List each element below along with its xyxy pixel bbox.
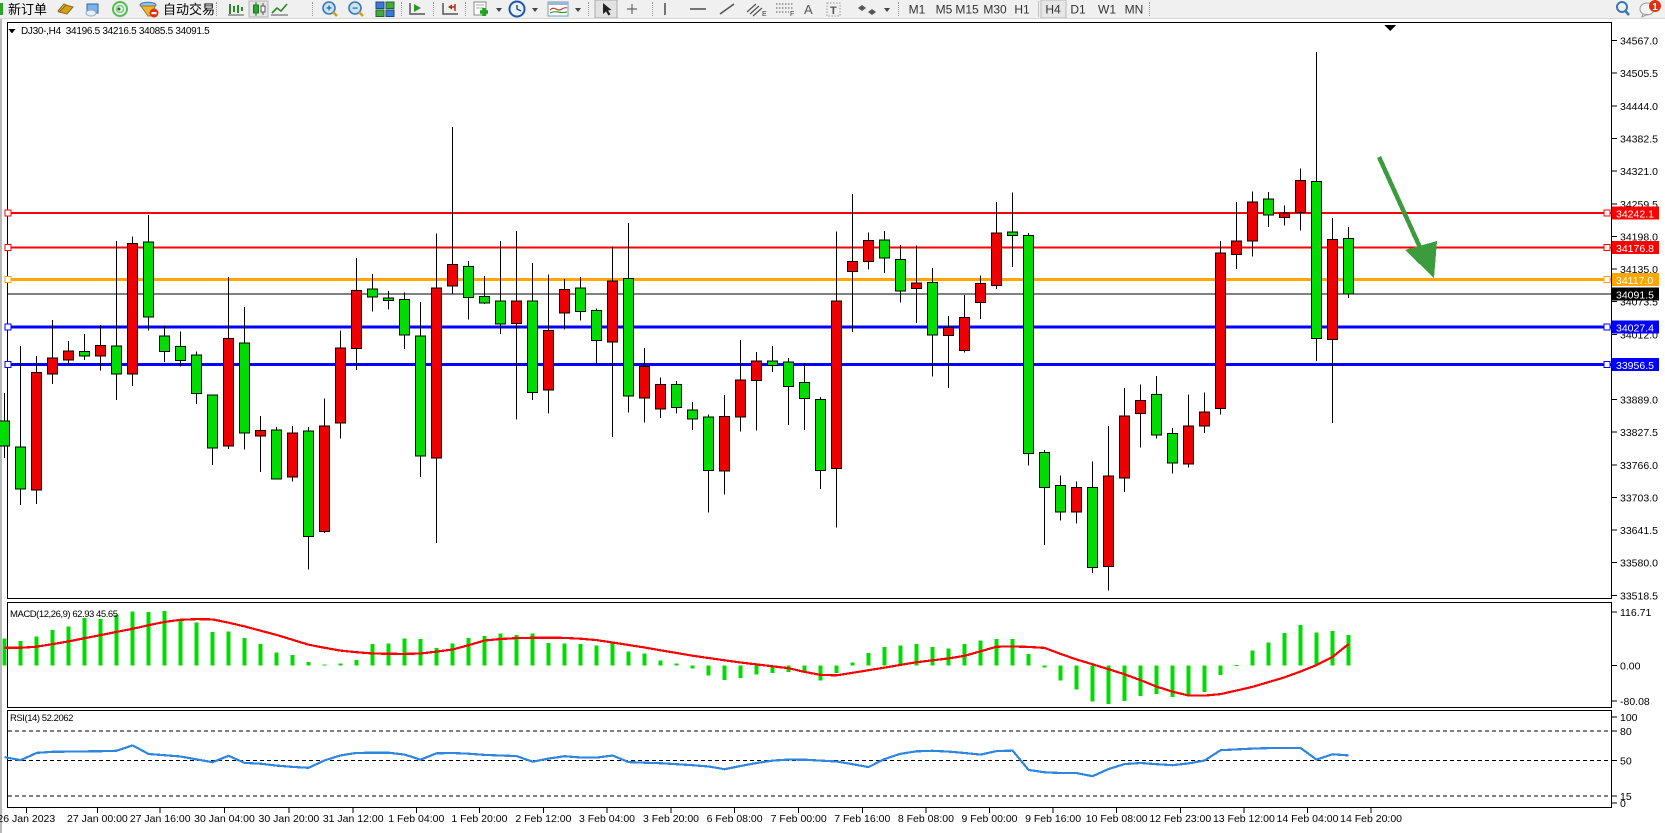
- svg-text:M30: M30: [983, 3, 1007, 17]
- svg-text:100: 100: [1620, 712, 1638, 724]
- svg-text:M1: M1: [909, 3, 926, 17]
- svg-text:0: 0: [1620, 798, 1626, 810]
- svg-text:1: 1: [1652, 2, 1658, 13]
- svg-text:2 Feb 12:00: 2 Feb 12:00: [515, 813, 571, 825]
- svg-text:34091.5: 34091.5: [1616, 290, 1654, 302]
- svg-text:14 Feb 20:00: 14 Feb 20:00: [1340, 813, 1402, 825]
- svg-text:3 Feb 04:00: 3 Feb 04:00: [579, 813, 635, 825]
- svg-text:DJ30-,H4 34196.5 34216.5 3408: DJ30-,H4 34196.5 34216.5 34085.5 34091.5: [21, 26, 210, 37]
- svg-text:15: 15: [1620, 791, 1632, 803]
- svg-text:−: −: [352, 4, 358, 15]
- svg-text:33889.0: 33889.0: [1620, 395, 1658, 407]
- svg-text:H1: H1: [1014, 3, 1030, 17]
- svg-text:34198.0: 34198.0: [1620, 231, 1658, 243]
- svg-text:D1: D1: [1070, 3, 1086, 17]
- svg-text:33518.5: 33518.5: [1620, 590, 1658, 602]
- svg-text:新订单: 新订单: [8, 2, 47, 17]
- svg-text:34444.0: 34444.0: [1620, 101, 1658, 113]
- svg-text:MACD(12,26,9) 62.93 45.65: MACD(12,26,9) 62.93 45.65: [10, 609, 118, 620]
- svg-text:34027.4: 34027.4: [1616, 323, 1654, 335]
- svg-text:9 Feb 16:00: 9 Feb 16:00: [1025, 813, 1081, 825]
- svg-text:14 Feb 04:00: 14 Feb 04:00: [1277, 813, 1339, 825]
- svg-text:31 Jan 12:00: 31 Jan 12:00: [323, 813, 384, 825]
- svg-text:34321.0: 34321.0: [1620, 166, 1658, 178]
- svg-text:A: A: [804, 2, 813, 17]
- svg-text:34382.5: 34382.5: [1620, 134, 1658, 146]
- svg-text:7 Feb 00:00: 7 Feb 00:00: [771, 813, 827, 825]
- svg-text:80: 80: [1620, 726, 1632, 738]
- svg-text:50: 50: [1620, 756, 1632, 768]
- svg-text:33956.5: 33956.5: [1616, 360, 1654, 372]
- svg-text:-80.08: -80.08: [1620, 696, 1650, 708]
- svg-text:33580.0: 33580.0: [1620, 558, 1658, 570]
- svg-text:1 Feb 04:00: 1 Feb 04:00: [388, 813, 444, 825]
- svg-text:12 Feb 23:00: 12 Feb 23:00: [1149, 813, 1211, 825]
- svg-text:H4: H4: [1045, 3, 1061, 17]
- svg-text:9 Feb 00:00: 9 Feb 00:00: [961, 813, 1017, 825]
- svg-text:0.00: 0.00: [1620, 661, 1641, 673]
- svg-text:26 Jan 2023: 26 Jan 2023: [0, 813, 55, 825]
- svg-text:6 Feb 08:00: 6 Feb 08:00: [707, 813, 763, 825]
- svg-text:1 Feb 20:00: 1 Feb 20:00: [451, 813, 507, 825]
- svg-text:33703.0: 33703.0: [1620, 492, 1658, 504]
- svg-text:3 Feb 20:00: 3 Feb 20:00: [643, 813, 699, 825]
- svg-text:T: T: [830, 5, 837, 17]
- svg-text:116.71: 116.71: [1620, 607, 1651, 619]
- svg-text:MN: MN: [1125, 3, 1144, 17]
- svg-text:34176.8: 34176.8: [1616, 243, 1654, 255]
- svg-text:34242.1: 34242.1: [1616, 209, 1654, 221]
- svg-text:33766.0: 33766.0: [1620, 460, 1658, 472]
- svg-text:W1: W1: [1098, 3, 1116, 17]
- svg-text:33827.5: 33827.5: [1620, 427, 1658, 439]
- svg-text:34567.0: 34567.0: [1620, 36, 1658, 48]
- svg-text:M5: M5: [936, 3, 953, 17]
- svg-text:+: +: [326, 4, 332, 15]
- svg-text:10 Feb 08:00: 10 Feb 08:00: [1086, 813, 1148, 825]
- svg-text:30 Jan 04:00: 30 Jan 04:00: [194, 813, 255, 825]
- svg-text:自动交易: 自动交易: [163, 2, 215, 17]
- svg-text:34117.0: 34117.0: [1616, 275, 1653, 287]
- svg-text:30 Jan 20:00: 30 Jan 20:00: [259, 813, 320, 825]
- svg-text:13 Feb 12:00: 13 Feb 12:00: [1213, 813, 1275, 825]
- svg-text:M15: M15: [955, 3, 979, 17]
- svg-text:34505.5: 34505.5: [1620, 68, 1658, 80]
- svg-text:27 Jan 16:00: 27 Jan 16:00: [130, 813, 191, 825]
- svg-text:8 Feb 08:00: 8 Feb 08:00: [898, 813, 954, 825]
- svg-text:RSI(14) 52.2062: RSI(14) 52.2062: [10, 713, 73, 724]
- svg-text:7 Feb 16:00: 7 Feb 16:00: [834, 813, 890, 825]
- svg-text:33641.5: 33641.5: [1620, 525, 1658, 537]
- svg-text:F: F: [790, 11, 794, 18]
- svg-text:27 Jan 00:00: 27 Jan 00:00: [67, 813, 128, 825]
- svg-text:E: E: [762, 11, 767, 18]
